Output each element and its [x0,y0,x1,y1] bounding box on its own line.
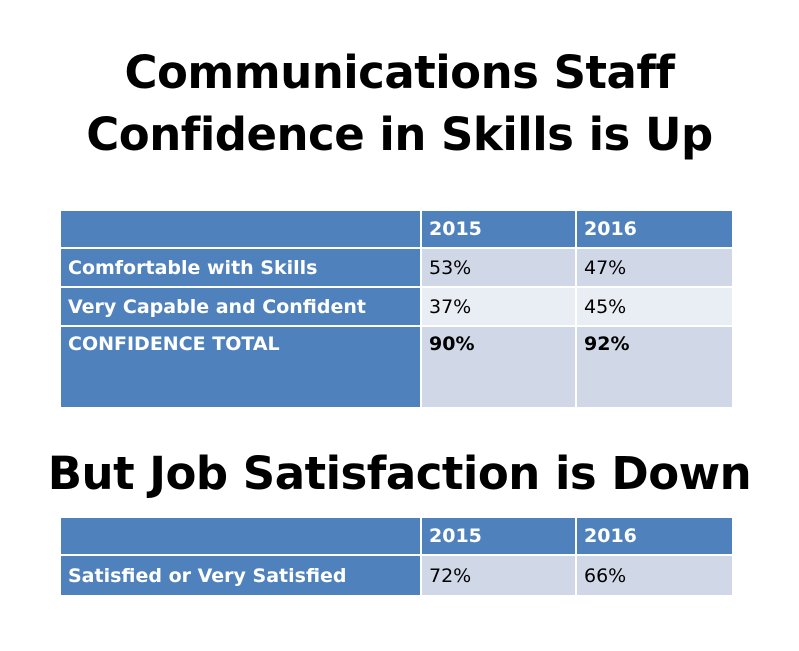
table-row: Comfortable with Skills 53% 47% [61,249,732,288]
row-label: CONFIDENCE TOTAL [61,327,422,407]
row-label: Satisfied or Very Satisfied [61,556,422,595]
row-label: Comfortable with Skills [61,249,422,288]
row-label: Very Capable and Confident [61,288,422,327]
value-2016: 92% [577,327,732,407]
table-row-total: CONFIDENCE TOTAL 90% 92% [61,327,732,407]
table-header-row: 2015 2016 [61,211,732,249]
main-title: Communications Staff Confidence in Skill… [0,42,799,166]
value-2016: 47% [577,249,732,288]
second-title: But Job Satisfaction is Down [47,447,752,500]
main-title-line2: Confidence in Skills is Up [86,108,713,161]
table-header-row: 2015 2016 [61,518,732,556]
header-cell-2016: 2016 [577,211,732,249]
value-2015: 53% [422,249,577,288]
table-row: Very Capable and Confident 37% 45% [61,288,732,327]
confidence-table: 2015 2016 Comfortable with Skills 53% 47… [61,211,732,407]
header-cell-2015: 2015 [422,518,577,556]
header-cell-blank [61,211,422,249]
header-cell-2015: 2015 [422,211,577,249]
main-title-line1: Communications Staff [124,46,675,99]
header-cell-blank [61,518,422,556]
value-2015: 72% [422,556,577,595]
value-2015: 90% [422,327,577,407]
value-2016: 66% [577,556,732,595]
value-2016: 45% [577,288,732,327]
satisfaction-table: 2015 2016 Satisfied or Very Satisfied 72… [61,518,732,595]
header-cell-2016: 2016 [577,518,732,556]
value-2015: 37% [422,288,577,327]
table-row: Satisfied or Very Satisfied 72% 66% [61,556,732,595]
